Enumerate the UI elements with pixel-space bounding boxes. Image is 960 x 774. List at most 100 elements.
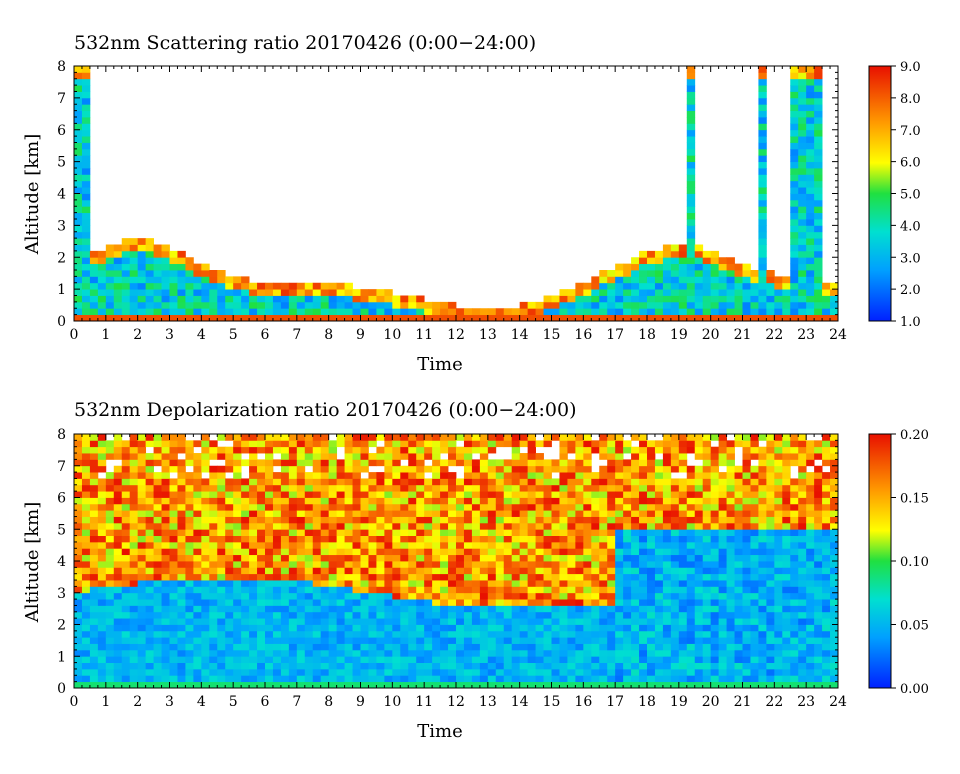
heatmap-cell <box>376 434 384 441</box>
heatmap-cell <box>711 478 719 485</box>
heatmap-cell <box>257 625 265 632</box>
heatmap-cell <box>249 529 257 536</box>
heatmap-cell <box>106 675 114 682</box>
heatmap-cell <box>146 593 154 600</box>
heatmap-cell <box>281 315 289 322</box>
heatmap-cell <box>249 656 257 663</box>
heatmap-cell <box>400 296 408 303</box>
heatmap-cell <box>536 472 544 479</box>
heatmap-cell <box>408 466 416 473</box>
heatmap-cell <box>567 625 575 632</box>
heatmap-cell <box>727 605 735 612</box>
heatmap-cell <box>599 631 607 638</box>
heatmap-cell <box>249 580 257 587</box>
heatmap-cell <box>273 644 281 651</box>
heatmap-cell <box>782 574 790 581</box>
heatmap-cell <box>416 561 424 568</box>
heatmap-cell <box>122 586 130 593</box>
heatmap-cell <box>607 599 615 606</box>
heatmap-cell <box>512 308 520 315</box>
heatmap-cell <box>687 523 695 530</box>
heatmap-cell <box>368 650 376 657</box>
heatmap-cell <box>790 245 798 252</box>
heatmap-cell <box>639 656 647 663</box>
heatmap-cell <box>790 612 798 619</box>
heatmap-cell <box>512 478 520 485</box>
heatmap-cell <box>305 650 313 657</box>
heatmap-cell <box>162 529 170 536</box>
heatmap-cell <box>241 510 249 517</box>
heatmap-cell <box>647 542 655 549</box>
heatmap-cell <box>758 491 766 498</box>
heatmap-cell <box>241 650 249 657</box>
heatmap-cell <box>74 637 82 644</box>
heatmap-cell <box>631 315 639 322</box>
heatmap-cell <box>162 308 170 315</box>
heatmap-cell <box>337 296 345 303</box>
heatmap-cell <box>392 440 400 447</box>
heatmap-cell <box>353 650 361 657</box>
heatmap-cell <box>353 555 361 562</box>
heatmap-cell <box>639 650 647 657</box>
heatmap-cell <box>719 536 727 543</box>
heatmap-cell <box>750 536 758 543</box>
heatmap-cell <box>711 663 719 670</box>
heatmap-cell <box>663 599 671 606</box>
heatmap-cell <box>281 555 289 562</box>
heatmap-cell <box>687 675 695 682</box>
x-tick-label: 7 <box>292 327 301 343</box>
heatmap-cell <box>90 605 98 612</box>
heatmap-cell <box>193 517 201 524</box>
heatmap-cell <box>631 669 639 676</box>
heatmap-cell <box>488 491 496 498</box>
heatmap-cell <box>575 637 583 644</box>
heatmap-cell <box>806 504 814 511</box>
heatmap-cell <box>774 517 782 524</box>
heatmap-cell <box>209 625 217 632</box>
heatmap-cell <box>376 302 384 309</box>
heatmap-cell <box>575 555 583 562</box>
heatmap-cell <box>822 682 830 689</box>
heatmap-cell <box>82 625 90 632</box>
heatmap-cell <box>146 637 154 644</box>
heatmap-cell <box>575 631 583 638</box>
heatmap-cell <box>146 478 154 485</box>
heatmap-cell <box>209 466 217 473</box>
heatmap-cell <box>162 498 170 505</box>
heatmap-cell <box>265 618 273 625</box>
heatmap-cell <box>774 276 782 283</box>
heatmap-cell <box>408 529 416 536</box>
heatmap-cell <box>679 264 687 271</box>
heatmap-cell <box>512 618 520 625</box>
heatmap-cell <box>520 580 528 587</box>
heatmap-cell <box>583 599 591 606</box>
heatmap-cell <box>130 510 138 517</box>
heatmap-cell <box>122 574 130 581</box>
heatmap-cell <box>337 656 345 663</box>
heatmap-cell <box>639 561 647 568</box>
heatmap-cell <box>631 536 639 543</box>
x-tick-label: 9 <box>356 327 365 343</box>
heatmap-cell <box>233 276 241 283</box>
heatmap-cell <box>193 682 201 689</box>
heatmap-cell <box>384 523 392 530</box>
heatmap-cell <box>750 586 758 593</box>
heatmap-cell <box>74 225 82 232</box>
heatmap-cell <box>90 567 98 574</box>
heatmap-cell <box>408 536 416 543</box>
heatmap-cell <box>798 529 806 536</box>
heatmap-cell <box>217 542 225 549</box>
heatmap-cell <box>631 510 639 517</box>
heatmap-cell <box>297 459 305 466</box>
heatmap-cell <box>185 644 193 651</box>
heatmap-cell <box>281 644 289 651</box>
heatmap-cell <box>488 574 496 581</box>
heatmap-cell <box>154 599 162 606</box>
heatmap-cell <box>432 523 440 530</box>
heatmap-cell <box>114 675 122 682</box>
heatmap-cell <box>384 447 392 454</box>
heatmap-cell <box>201 498 209 505</box>
heatmap-cell <box>345 599 353 606</box>
heatmap-cell <box>241 548 249 555</box>
heatmap-cell <box>798 264 806 271</box>
